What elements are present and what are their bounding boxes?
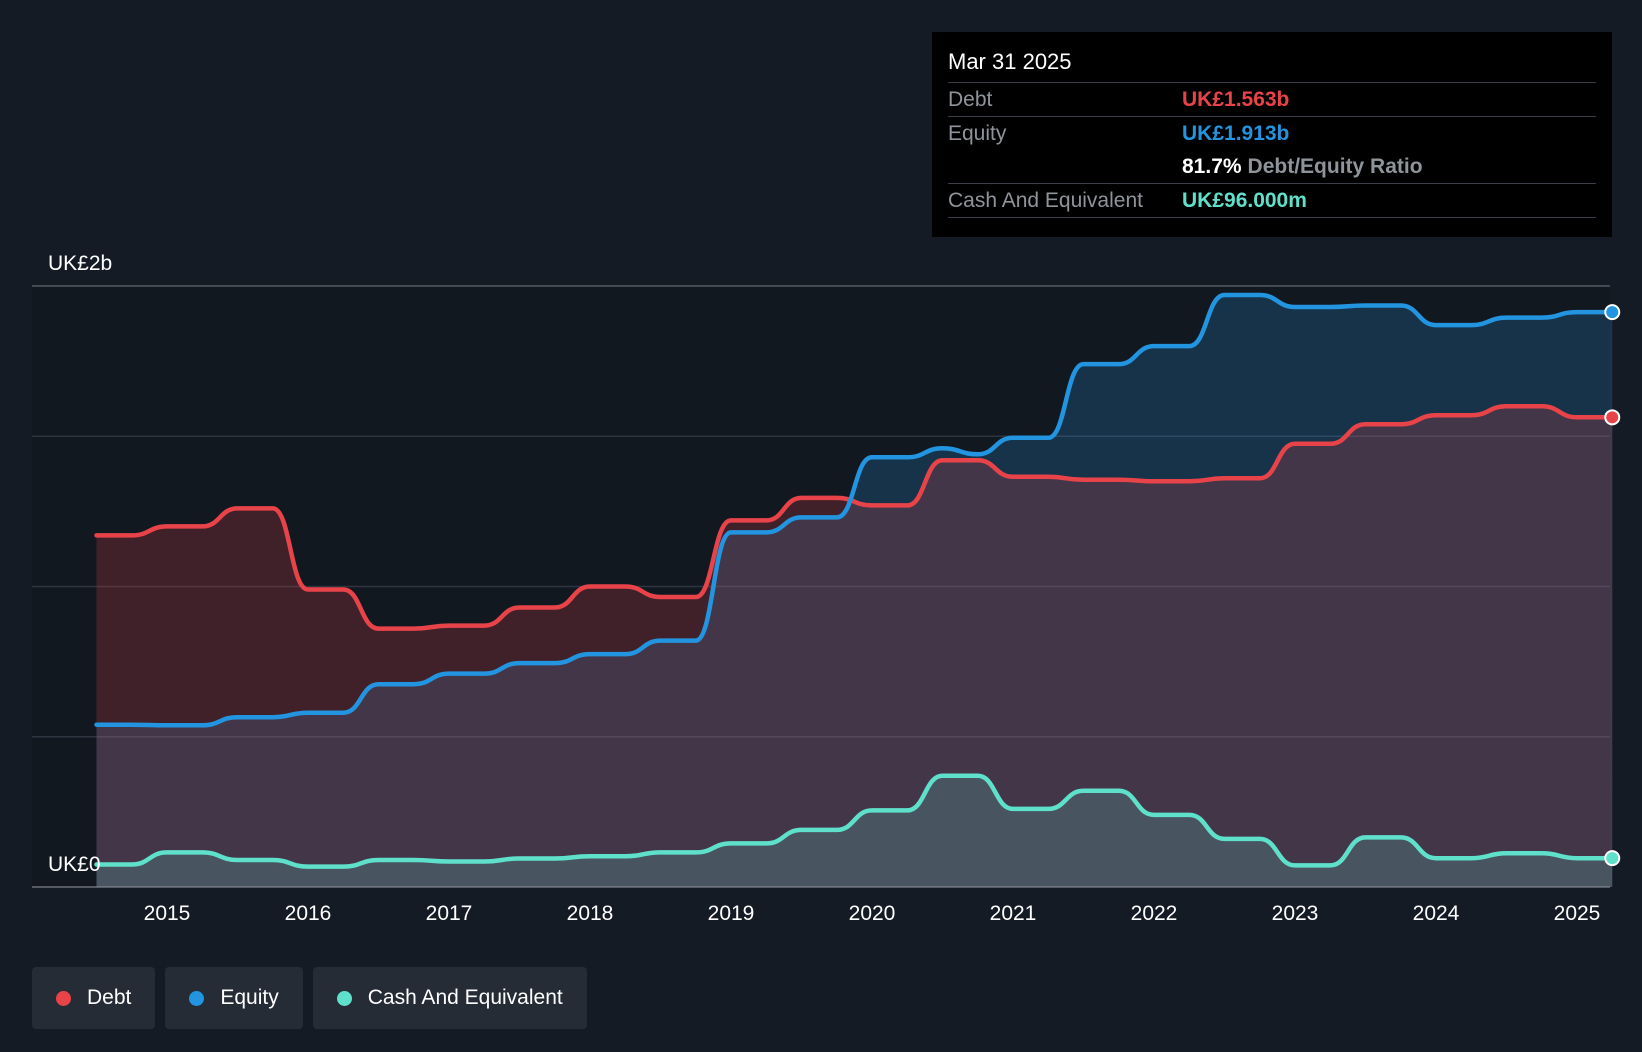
tooltip-row-ratio: 81.7% Debt/Equity Ratio (948, 150, 1596, 183)
x-tick-label: 2020 (849, 902, 896, 925)
x-tick-label: 2015 (144, 902, 191, 925)
legend-label-cash: Cash And Equivalent (367, 986, 563, 1009)
chart-legend: Debt Equity Cash And Equivalent (32, 967, 597, 1029)
cash-line (94, 773, 1615, 869)
tooltip-row-cash: Cash And Equivalent UK£96.000m (948, 183, 1596, 218)
x-tick-label: 2025 (1554, 902, 1601, 925)
legend-item-cash[interactable]: Cash And Equivalent (312, 967, 587, 1029)
x-tick-label: 2022 (1131, 902, 1178, 925)
legend-dot-debt-icon (56, 990, 71, 1006)
y-axis-label-top: UK£2b (48, 252, 112, 275)
legend-label-debt: Debt (87, 986, 132, 1009)
legend-dot-equity-icon (189, 990, 205, 1006)
tooltip-equity-label: Equity (948, 122, 1007, 145)
x-tick-label: 2019 (708, 902, 755, 925)
tooltip-cash-label: Cash And Equivalent (948, 189, 1143, 212)
equity-end-marker (1604, 304, 1621, 321)
tooltip-ratio-label: Debt/Equity Ratio (1247, 155, 1423, 178)
tooltip-debt-value: UK£1.563b (1182, 88, 1290, 111)
equity-line (94, 292, 1615, 728)
tooltip-ratio-value: 81.7% (1182, 155, 1242, 178)
x-tick-label: 2018 (567, 902, 614, 925)
series-areas (96, 295, 1613, 887)
legend-dot-cash-icon (336, 990, 352, 1006)
legend-item-debt[interactable]: Debt (32, 967, 156, 1029)
debt-end-marker (1604, 409, 1621, 426)
equity-area (96, 295, 1613, 887)
cash-area (96, 775, 1613, 887)
x-tick-label: 2016 (285, 902, 332, 925)
tooltip-date: Mar 31 2025 (948, 49, 1072, 74)
legend-item-equity[interactable]: Equity (165, 967, 303, 1029)
x-tick-label: 2023 (1272, 902, 1319, 925)
x-tick-label: 2017 (426, 902, 473, 925)
y-axis-label-bottom: UK£0 (48, 853, 101, 876)
tooltip-row-equity: Equity UK£1.913b (948, 116, 1596, 150)
series-lines (94, 292, 1615, 869)
tooltip-equity-value: UK£1.913b (1182, 122, 1290, 145)
cash-end-marker (1604, 850, 1621, 867)
tooltip-cash-value: UK£96.000m (1182, 189, 1307, 212)
tooltip-row-debt: Debt UK£1.563b (948, 82, 1596, 116)
x-tick-label: 2024 (1413, 902, 1460, 925)
grid-lines (32, 285, 1610, 888)
axis-labels: UK£2b UK£0 2015 2016 2017 2018 2019 2020 2021 202… (48, 252, 1600, 925)
tooltip-panel: Mar 31 2025 Debt UK£1.563b Equity UK£1.9… (932, 32, 1612, 237)
debt-area (96, 406, 1613, 887)
x-tick-label: 2021 (990, 902, 1037, 925)
end-markers (1604, 304, 1621, 867)
debt-line (94, 403, 1615, 631)
tooltip-debt-label: Debt (948, 88, 993, 111)
legend-label-equity: Equity (220, 986, 279, 1009)
